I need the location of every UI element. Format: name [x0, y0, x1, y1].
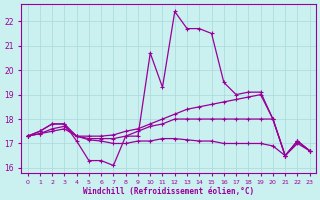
- X-axis label: Windchill (Refroidissement éolien,°C): Windchill (Refroidissement éolien,°C): [83, 187, 254, 196]
